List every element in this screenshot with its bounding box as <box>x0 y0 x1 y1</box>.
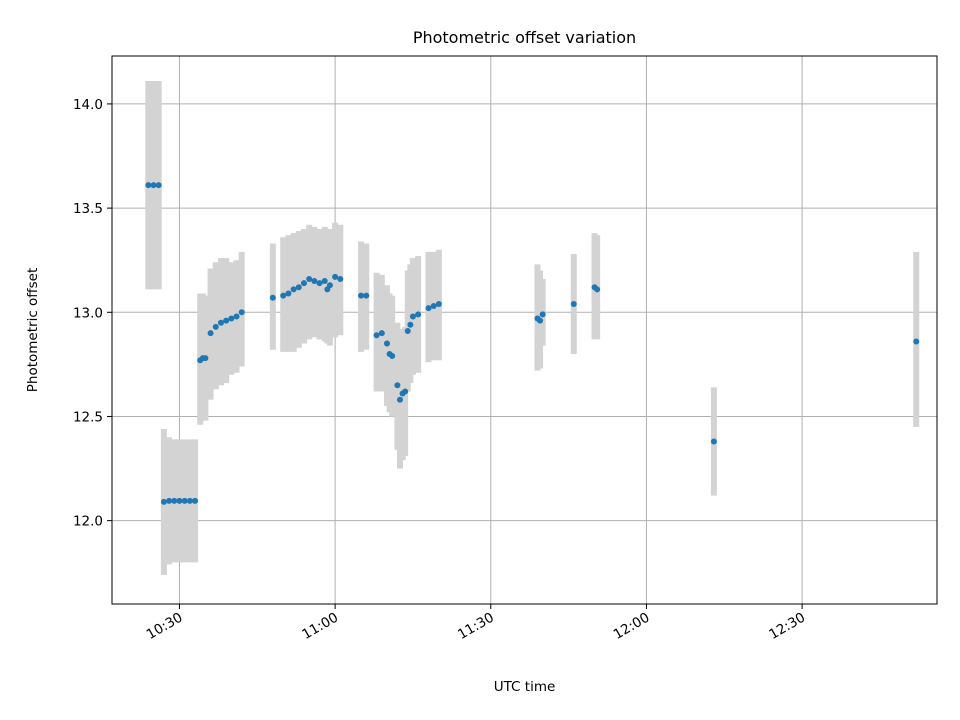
data-point <box>145 182 152 189</box>
data-point <box>539 311 546 318</box>
x-tick-label: 12:00 <box>611 610 653 643</box>
data-point <box>202 355 209 362</box>
data-point <box>212 323 219 330</box>
x-axis-label: UTC time <box>494 679 556 695</box>
data-point <box>217 319 224 326</box>
data-point <box>404 328 411 335</box>
data-point <box>396 396 403 403</box>
data-point <box>363 292 370 299</box>
data-point <box>337 275 344 282</box>
data-point <box>332 273 339 280</box>
data-point <box>570 300 577 307</box>
data-point <box>407 321 414 328</box>
data-point <box>409 313 416 320</box>
data-point <box>181 497 188 504</box>
data-point <box>300 280 307 287</box>
y-tick-label: 14.0 <box>73 97 103 113</box>
data-point <box>238 309 245 316</box>
data-point <box>233 313 240 320</box>
data-point <box>710 438 717 445</box>
data-point <box>295 284 302 291</box>
y-tick-label: 12.0 <box>73 514 103 530</box>
x-tick-label: 11:00 <box>299 610 341 643</box>
data-point <box>594 286 601 293</box>
data-point <box>425 305 432 312</box>
data-point <box>150 182 157 189</box>
data-point <box>166 497 173 504</box>
chart-title: Photometric offset variation <box>413 28 636 47</box>
data-point <box>358 292 365 299</box>
data-point <box>378 330 385 337</box>
data-point <box>290 286 297 293</box>
data-point <box>321 278 328 285</box>
data-point <box>326 282 333 289</box>
y-axis-label: Photometric offset <box>25 268 41 392</box>
data-point <box>228 315 235 322</box>
data-point <box>415 311 422 318</box>
data-point <box>537 317 544 324</box>
error-bars <box>145 81 920 575</box>
plot-frame <box>111 55 938 605</box>
y-tick-label: 13.5 <box>73 201 103 217</box>
x-tick-label: 10:30 <box>144 610 186 643</box>
data-point <box>160 498 167 505</box>
data-point <box>155 182 162 189</box>
data-point <box>207 330 214 337</box>
data-point <box>316 280 323 287</box>
data-point <box>285 290 292 297</box>
data-point <box>402 388 409 395</box>
data-point <box>171 497 178 504</box>
data-point <box>280 292 287 299</box>
x-tick-label: 12:30 <box>766 610 808 643</box>
x-tick-label: 11:30 <box>455 610 497 643</box>
data-point <box>384 340 390 347</box>
data-point <box>269 294 276 301</box>
data-point <box>186 497 193 504</box>
data-points <box>145 182 920 505</box>
y-tick-label: 13.0 <box>73 305 103 321</box>
data-point <box>311 278 318 285</box>
data-point <box>394 382 401 389</box>
data-point <box>430 303 437 310</box>
data-point <box>176 497 183 504</box>
grid-lines <box>112 56 937 604</box>
data-point <box>306 275 313 282</box>
data-point <box>389 353 396 360</box>
data-point <box>435 300 442 307</box>
data-point <box>373 332 380 339</box>
data-point <box>913 338 920 345</box>
y-tick-label: 12.5 <box>73 409 103 425</box>
data-point <box>223 317 230 324</box>
data-point <box>192 497 199 504</box>
